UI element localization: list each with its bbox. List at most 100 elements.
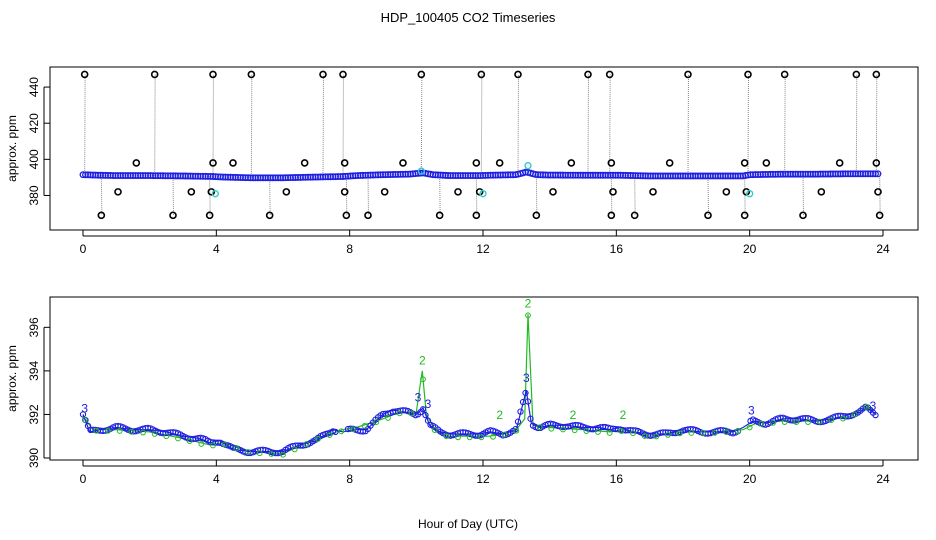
outlier-point bbox=[229, 159, 237, 167]
series-label: 3 bbox=[870, 399, 877, 413]
outlier-point bbox=[207, 188, 216, 196]
data-point bbox=[422, 411, 429, 419]
data-point-green bbox=[245, 449, 251, 455]
y-tick-label: 390 bbox=[27, 448, 41, 468]
data-point-green bbox=[93, 427, 100, 434]
data-point-green bbox=[280, 451, 286, 458]
data-point-green bbox=[828, 417, 835, 424]
flagged-point bbox=[211, 189, 220, 198]
x-tick-label: 20 bbox=[743, 472, 757, 486]
outlier-point bbox=[97, 211, 106, 220]
series-label: 3 bbox=[748, 403, 755, 417]
outlier-point bbox=[380, 188, 389, 196]
data-point-green bbox=[466, 434, 473, 441]
data-point-green bbox=[326, 432, 333, 439]
outlier-point bbox=[744, 70, 752, 79]
flagged-point bbox=[479, 189, 487, 198]
outlier-point bbox=[187, 188, 196, 196]
y-tick-label: 420 bbox=[27, 113, 41, 133]
data-point-green bbox=[396, 410, 403, 417]
spike-line bbox=[172, 175, 174, 216]
x-tick-label: 16 bbox=[610, 242, 624, 256]
data-point-green bbox=[536, 424, 543, 431]
x-tick-label: 8 bbox=[346, 242, 353, 256]
plot-frame bbox=[49, 296, 919, 461]
data-point-green bbox=[618, 428, 625, 434]
outlier-point bbox=[339, 70, 347, 79]
spike-line bbox=[784, 74, 786, 175]
outlier-point bbox=[607, 159, 616, 167]
spike-line bbox=[322, 74, 324, 177]
data-point-green bbox=[175, 435, 181, 442]
data-point-green bbox=[210, 442, 216, 449]
data-point-green bbox=[595, 429, 601, 435]
x-tick-label: 24 bbox=[876, 472, 890, 486]
spike-line bbox=[475, 175, 478, 216]
series-label: 3 bbox=[415, 390, 422, 404]
data-point-green bbox=[805, 419, 811, 425]
y-tick-label: 392 bbox=[27, 404, 41, 424]
data-point-green bbox=[81, 416, 88, 423]
data-point-green bbox=[350, 426, 356, 433]
data-point-green bbox=[653, 433, 660, 440]
outlier-point bbox=[342, 211, 351, 220]
data-point-green bbox=[700, 430, 706, 436]
data-point-green bbox=[735, 428, 741, 435]
outlier-point bbox=[780, 70, 789, 79]
data-point-green bbox=[851, 411, 858, 418]
x-tick-label: 12 bbox=[476, 472, 490, 486]
data-point-green bbox=[140, 429, 146, 436]
data-point-green bbox=[455, 434, 461, 441]
x-tick-label: 4 bbox=[213, 242, 220, 256]
x-axis-label: Hour of Day (UTC) bbox=[418, 517, 518, 531]
series-label: 2 bbox=[620, 408, 627, 422]
data-point-green bbox=[525, 312, 531, 319]
outlier-point bbox=[477, 70, 486, 79]
y-tick-label: 394 bbox=[27, 361, 41, 381]
outlier-point bbox=[209, 70, 217, 79]
outlier-point bbox=[762, 159, 771, 167]
outlier-point bbox=[665, 159, 674, 167]
data-point-green bbox=[361, 422, 368, 429]
data-point-green bbox=[268, 451, 275, 457]
y-tick-label: 440 bbox=[27, 77, 41, 97]
spike-line bbox=[707, 175, 709, 216]
y-axis-label: approx. ppm bbox=[5, 345, 19, 412]
data-point-green bbox=[198, 441, 205, 447]
outlier-point bbox=[495, 159, 504, 167]
spike-line bbox=[367, 175, 369, 216]
spike-line bbox=[250, 74, 253, 178]
data-point-green bbox=[583, 428, 590, 434]
data-point bbox=[872, 411, 879, 419]
outlier-point bbox=[567, 159, 576, 167]
spike-line bbox=[480, 74, 483, 176]
data-point bbox=[527, 415, 534, 422]
data-point-green bbox=[151, 431, 158, 437]
outlier-point bbox=[607, 211, 616, 220]
spike-line bbox=[84, 74, 86, 175]
outlier-point bbox=[265, 211, 274, 220]
data-point bbox=[524, 398, 532, 405]
spike-line bbox=[687, 74, 689, 176]
outlier-point bbox=[799, 211, 807, 220]
outlier-point bbox=[472, 159, 481, 167]
outlier-point bbox=[132, 159, 141, 167]
outlier-point bbox=[740, 211, 749, 220]
data-point-green bbox=[676, 430, 683, 437]
x-tick-label: 12 bbox=[476, 242, 490, 256]
series-label: 2 bbox=[525, 297, 532, 311]
outlier-point bbox=[605, 70, 614, 79]
data-point-green bbox=[221, 441, 228, 448]
data-point-green bbox=[560, 426, 566, 433]
data-point-green bbox=[606, 430, 613, 436]
data-point-green bbox=[443, 433, 450, 440]
data-point-green bbox=[711, 430, 718, 436]
data-point-green bbox=[758, 420, 765, 427]
outlier-point bbox=[340, 188, 349, 196]
outlier-point bbox=[852, 70, 861, 79]
outlier-point bbox=[584, 70, 592, 79]
outlier-point bbox=[835, 159, 844, 167]
y-tick-label: 396 bbox=[27, 317, 41, 337]
